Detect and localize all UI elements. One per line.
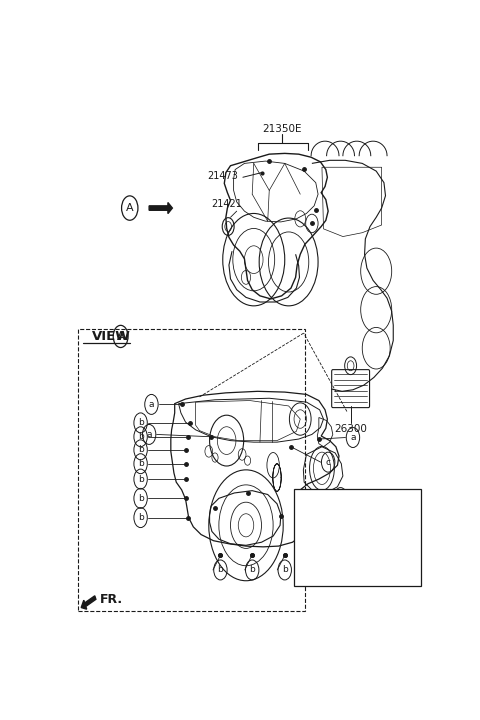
Text: 11403C: 11403C <box>368 570 406 580</box>
Text: FR.: FR. <box>100 593 123 606</box>
Text: PNC: PNC <box>375 497 398 507</box>
Text: b: b <box>282 565 288 575</box>
Text: a: a <box>146 430 152 439</box>
Text: b: b <box>138 459 144 468</box>
Text: b: b <box>217 565 223 575</box>
Text: b: b <box>138 494 144 503</box>
Text: b: b <box>138 474 144 484</box>
Text: 26300: 26300 <box>334 424 367 434</box>
Text: VIEW: VIEW <box>92 330 131 343</box>
Text: A: A <box>117 330 125 343</box>
Text: b: b <box>138 432 144 441</box>
Text: a: a <box>350 433 356 442</box>
Text: c: c <box>325 458 331 467</box>
FancyArrow shape <box>149 202 172 214</box>
Text: b: b <box>138 418 144 428</box>
Text: b: b <box>337 493 343 502</box>
Text: c: c <box>321 570 326 580</box>
Text: b: b <box>249 565 255 575</box>
Text: 21473: 21473 <box>207 171 238 181</box>
FancyArrow shape <box>81 596 96 609</box>
Bar <box>294 490 421 587</box>
Text: b: b <box>138 513 144 522</box>
Text: a: a <box>321 521 326 531</box>
Text: 1140AF: 1140AF <box>368 545 405 555</box>
Text: SYMBOL: SYMBOL <box>300 497 346 507</box>
Text: b: b <box>320 545 326 555</box>
Text: b: b <box>138 446 144 454</box>
Text: 1140FF: 1140FF <box>369 521 405 531</box>
Text: A: A <box>126 203 133 213</box>
Text: 21421: 21421 <box>211 199 242 210</box>
Text: 21350E: 21350E <box>263 124 302 134</box>
Text: a: a <box>149 400 154 409</box>
